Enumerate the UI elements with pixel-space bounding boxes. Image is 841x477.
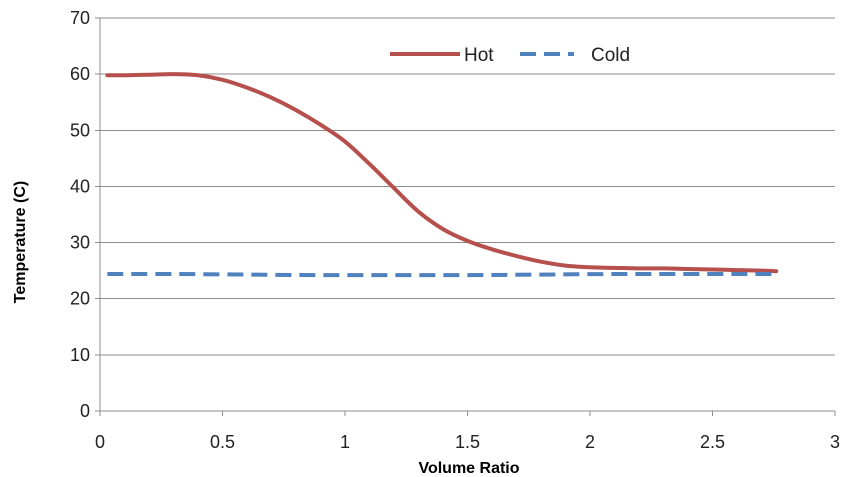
y-tick-label: 10 (70, 345, 90, 365)
legend: Hot Cold (390, 45, 630, 66)
axis-layer (95, 17, 836, 416)
x-tick-label: 3 (830, 432, 840, 452)
y-tick-label: 50 (70, 120, 90, 140)
y-tick-label: 60 (70, 64, 90, 84)
x-axis-title: Volume Ratio (418, 460, 519, 477)
series-line-cold (107, 271, 777, 278)
y-tick-label: 20 (70, 289, 90, 309)
x-tick-label: 0.5 (210, 432, 235, 452)
y-tick-label: 30 (70, 233, 90, 253)
legend-label-hot: Hot (464, 45, 494, 66)
legend-label-cold: Cold (591, 45, 630, 66)
y-axis-title: Temperature (C) (12, 181, 29, 303)
x-tick-label: 1 (340, 432, 350, 452)
series-layer (105, 72, 779, 278)
y-tick-label: 40 (70, 176, 90, 196)
y-tick-label: 0 (80, 401, 90, 421)
x-tick-label: 2 (585, 432, 595, 452)
grid-layer (100, 17, 835, 356)
x-tick-label: 1.5 (455, 432, 480, 452)
tick-label-layer: 0 10 20 30 40 50 60 70 0 0.5 1 1.5 2 2.5 3 (70, 8, 840, 452)
x-tick-label: 0 (95, 432, 105, 452)
series-line-hot (105, 72, 779, 274)
y-tick-label: 70 (70, 8, 90, 28)
x-tick-label: 2.5 (700, 432, 725, 452)
